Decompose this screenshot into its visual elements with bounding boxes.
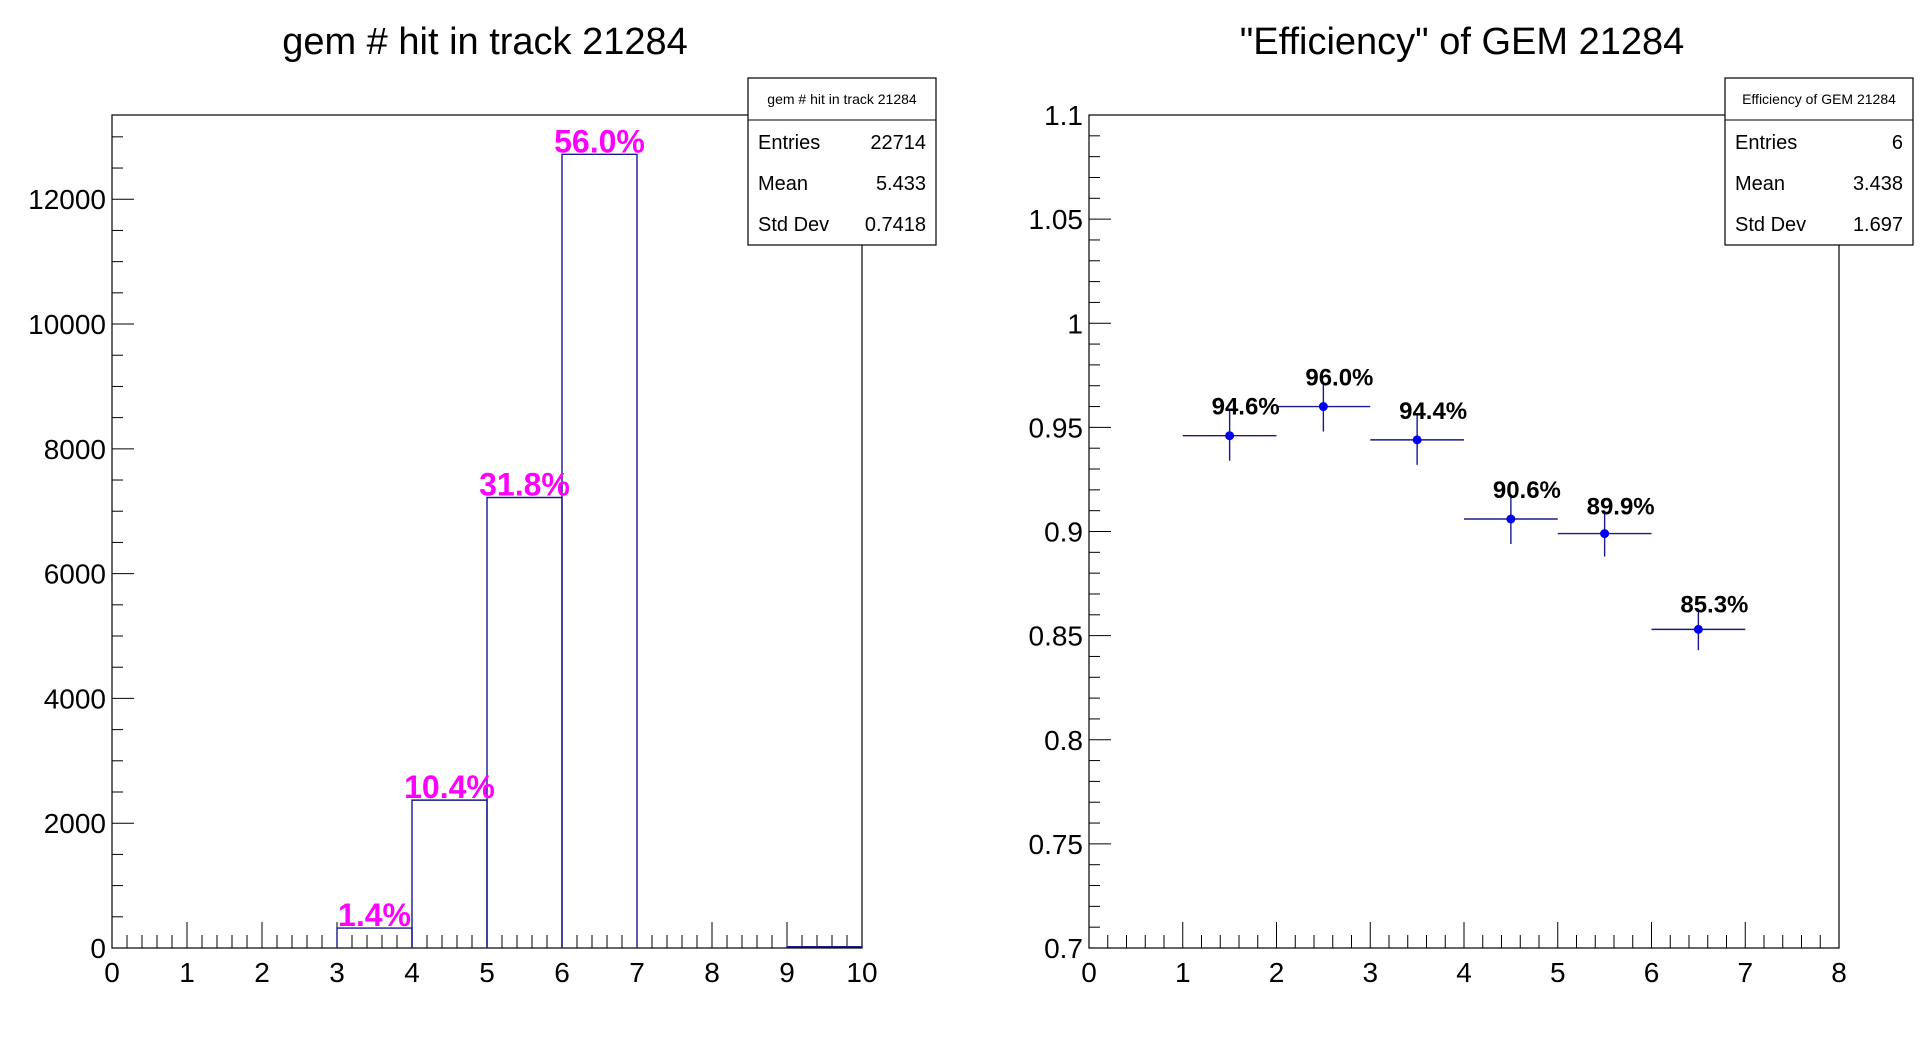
y-tick-label: 10000	[28, 309, 106, 340]
x-tick-label: 4	[1456, 957, 1472, 988]
stats-stddev-label: Std Dev	[1735, 214, 1806, 236]
stats-entries-label: Entries	[1735, 132, 1797, 154]
x-tick-label: 5	[1550, 957, 1566, 988]
y-tick-label: 1.1	[1044, 100, 1083, 131]
x-tick-label: 8	[704, 957, 720, 988]
efficiency-stats-box: Efficiency of GEM 21284 Entries 6 Mean 3…	[1724, 77, 1914, 246]
stats-entries-value: 22714	[870, 132, 926, 154]
stats-mean-value: 3.438	[1853, 173, 1903, 195]
x-tick-label: 7	[629, 957, 645, 988]
point-percent-label: 94.4%	[1399, 398, 1467, 425]
stats-box-frame	[747, 77, 937, 246]
point-percent-label: 85.3%	[1680, 592, 1748, 619]
x-tick-label: 5	[479, 957, 495, 988]
y-tick-label: 0.75	[1029, 829, 1084, 860]
y-tick-label: 0.85	[1029, 621, 1084, 652]
stats-entries-value: 6	[1892, 132, 1903, 154]
x-tick-label: 9	[779, 957, 795, 988]
histogram-percent-labels: 1.4% 10.4% 31.8% 56.0%	[338, 123, 645, 933]
x-tick-label: 1	[179, 957, 195, 988]
y-tick-label: 4000	[44, 683, 106, 714]
efficiency-points	[1182, 381, 1746, 651]
y-tick-label: 1	[1067, 308, 1083, 339]
y-tick-label: 1.05	[1029, 204, 1084, 235]
point-percent-label: 94.6%	[1212, 394, 1280, 421]
histogram-bar	[486, 496, 563, 948]
x-tick-label: 0	[1081, 957, 1097, 988]
efficiency-point	[1506, 514, 1516, 524]
x-tick-label: 4	[404, 957, 420, 988]
stats-stddev-value: 1.697	[1853, 214, 1903, 236]
histogram-bar	[561, 153, 638, 948]
efficiency-percent-labels: 94.6% 96.0% 94.4% 90.6% 89.9% 85.3%	[1212, 365, 1749, 619]
point-percent-label: 96.0%	[1305, 365, 1373, 392]
x-tick-label: 3	[1362, 957, 1378, 988]
histogram-title: gem # hit in track 21284	[282, 21, 688, 63]
stats-entries-label: Entries	[758, 132, 820, 154]
y-tick-label: 0.9	[1044, 517, 1083, 548]
histogram-axes: 0 1 2 3 4 5 6 7 8 9 10 0 2000 4000 6000 8000 10000 12000	[28, 136, 878, 988]
point-percent-label: 89.9%	[1587, 494, 1655, 521]
stats-box-title: Efficiency of GEM 21284	[1742, 91, 1896, 107]
efficiency-axes: 0 1 2 3 4 5 6 7 8 0.7 0.75 0.8 0.85 0.9 0.95 1 1.05 1.1	[1029, 100, 1847, 988]
point-percent-label: 90.6%	[1493, 477, 1561, 504]
histogram-bars	[336, 153, 863, 948]
stats-mean-label: Mean	[758, 173, 808, 195]
bin-percent-label: 1.4%	[338, 897, 411, 933]
y-tick-label: 6000	[44, 559, 106, 590]
histogram-stats-box: gem # hit in track 21284 Entries 22714 M…	[747, 77, 937, 246]
efficiency-point	[1318, 402, 1328, 412]
x-tick-label: 0	[104, 957, 120, 988]
stats-box-title: gem # hit in track 21284	[767, 91, 917, 107]
y-tick-label: 2000	[44, 808, 106, 839]
x-tick-label: 6	[554, 957, 570, 988]
x-tick-label: 3	[329, 957, 345, 988]
x-tick-label: 1	[1175, 957, 1191, 988]
y-tick-label: 0.8	[1044, 725, 1083, 756]
histogram-pad: gem # hit in track 21284 0 1 2 3 4 5 6 7 8 9 10 0 20…	[28, 21, 937, 988]
histogram-bar	[411, 799, 488, 948]
stats-stddev-label: Std Dev	[758, 214, 829, 236]
x-tick-label: 2	[1269, 957, 1285, 988]
y-tick-label: 0.7	[1044, 933, 1083, 964]
stats-mean-value: 5.433	[876, 173, 926, 195]
efficiency-point	[1412, 435, 1422, 445]
stats-mean-label: Mean	[1735, 173, 1785, 195]
x-tick-label: 7	[1737, 957, 1753, 988]
efficiency-point	[1225, 431, 1235, 441]
stats-box-frame	[1724, 77, 1914, 246]
y-tick-label: 0	[90, 933, 106, 964]
x-tick-label: 8	[1831, 957, 1847, 988]
y-tick-label: 8000	[44, 434, 106, 465]
x-tick-label: 10	[846, 957, 877, 988]
bin-percent-label: 31.8%	[479, 466, 570, 502]
efficiency-point	[1600, 529, 1610, 539]
efficiency-point	[1693, 624, 1703, 634]
efficiency-title: "Efficiency" of GEM 21284	[1240, 21, 1685, 63]
efficiency-pad: "Efficiency" of GEM 21284 0 1 2 3 4 5 6 7 8 0.7 0.…	[1029, 21, 1914, 988]
bin-percent-label: 10.4%	[404, 769, 495, 805]
x-tick-label: 6	[1644, 957, 1660, 988]
histogram-bar	[786, 946, 863, 948]
y-tick-label: 0.95	[1029, 412, 1084, 443]
bin-percent-label: 56.0%	[554, 123, 645, 159]
x-tick-label: 2	[254, 957, 270, 988]
y-tick-label: 12000	[28, 184, 106, 215]
stats-stddev-value: 0.7418	[865, 214, 926, 236]
